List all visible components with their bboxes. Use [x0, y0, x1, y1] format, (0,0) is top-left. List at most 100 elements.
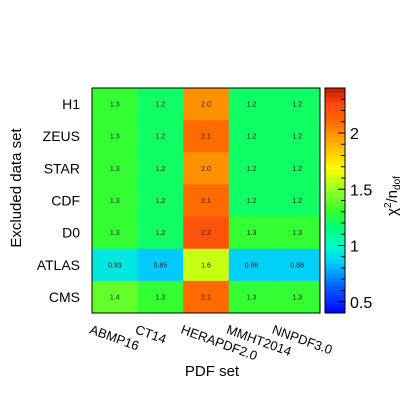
cell-value-label: 1.6: [201, 262, 211, 269]
cell-value-label: 1.2: [292, 102, 302, 109]
y-tick-label: STAR: [44, 160, 80, 176]
colorbar-segment: [325, 209, 345, 215]
colorbar-segment: [325, 187, 345, 192]
y-tick-labels: H1 ZEUS STAR CDF D0 ATLAS CMS: [37, 96, 81, 305]
colorbar-segment: [325, 169, 345, 174]
heatmap-cell: [274, 248, 321, 282]
cell-value-label: 1.3: [110, 166, 120, 173]
colorbar-segment: [325, 191, 345, 197]
heatmap-cell: [228, 184, 275, 218]
heatmap-cell: [183, 280, 230, 314]
y-tick-label: CDF: [51, 193, 80, 209]
heatmap-cell: [228, 248, 275, 282]
heatmap-cell: [92, 152, 139, 185]
heatmap-cell: [137, 184, 184, 218]
y-axis-label: Excluded data set: [8, 128, 25, 248]
colorbar-segment: [325, 196, 345, 201]
colorbar-segment: [325, 164, 345, 170]
colorbar-segment: [325, 281, 345, 287]
colorbar-segment: [325, 214, 345, 219]
cell-value-label: 2.1: [201, 294, 211, 301]
heatmap-cell: [92, 184, 139, 218]
heatmap-cell: [137, 152, 184, 185]
heatmap-cell: [274, 184, 321, 218]
colorbar-segment: [325, 92, 345, 98]
cell-value-label: 1.4: [110, 294, 120, 301]
cell-value-label: 1.2: [156, 166, 166, 173]
colorbar-segment: [325, 173, 345, 179]
heatmap-cell: [183, 152, 230, 185]
heatmap-cell: [274, 216, 321, 250]
cell-value-label: 1.2: [247, 134, 257, 141]
y-tick-label: ZEUS: [43, 128, 80, 144]
colorbar-segment: [325, 241, 345, 246]
cell-value-label: 1.2: [156, 134, 166, 141]
heatmap-cell: [228, 216, 275, 250]
heatmap-cell: [92, 120, 139, 153]
colorbar-segment: [325, 110, 345, 116]
z-label-subscript: dof: [392, 176, 403, 190]
heatmap-cell: [137, 280, 184, 314]
cell-value-label: 0.93: [108, 262, 122, 269]
colorbar-segment: [325, 268, 345, 273]
y-tick-label: ATLAS: [37, 257, 80, 273]
cell-value-label: 1.3: [110, 134, 120, 141]
heatmap-cell: [137, 248, 184, 282]
colorbar-segment: [325, 299, 345, 305]
colorbar-segment: [325, 250, 345, 255]
colorbar-segment: [325, 308, 345, 314]
heatmap-cell: [92, 248, 139, 282]
colorbar-segment: [325, 137, 345, 143]
cell-value-label: 1.3: [292, 294, 302, 301]
cell-value-label: 1.2: [156, 230, 166, 237]
x-axis-label: PDF set: [185, 363, 240, 380]
colorbar-segment: [325, 200, 345, 206]
cell-value-label: 1.2: [247, 166, 257, 173]
cell-value-label: 2.1: [201, 198, 211, 205]
colorbar-segment: [325, 88, 345, 93]
heatmap-cell: [274, 88, 321, 121]
colorbar-segment: [325, 304, 345, 309]
heatmap-cell: [228, 152, 275, 185]
cell-value-label: 1.2: [247, 198, 257, 205]
cell-value-label: 1.2: [292, 166, 302, 173]
colorbar-segment: [325, 227, 345, 233]
colorbar-segment: [325, 245, 345, 251]
heatmap-cell: [92, 280, 139, 314]
colorbar-segment: [325, 254, 345, 260]
cell-value-label: 0.86: [290, 262, 304, 269]
colorbar-segment: [325, 259, 345, 264]
colorbar-axis-label: χ2/ndof: [383, 176, 403, 216]
colorbar-segment: [325, 236, 345, 242]
cell-value-label: 1.3: [110, 230, 120, 237]
z-label-superscript: 2: [383, 202, 394, 208]
heatmap-cell: [183, 120, 230, 153]
heatmap-cell: [92, 88, 139, 121]
colorbar-segment: [325, 115, 345, 120]
cell-value-label: 1.2: [292, 198, 302, 205]
y-tick-label: H1: [62, 96, 80, 112]
y-tick-label: D0: [62, 225, 80, 241]
z-label-mid: /n: [384, 190, 401, 203]
heatmap-cell: [137, 120, 184, 153]
heatmap-cell: [183, 88, 230, 121]
heatmap-cell: [183, 216, 230, 250]
colorbar-segment: [325, 295, 345, 300]
cell-value-label: 1.2: [156, 102, 166, 109]
heatmap-cell-labels: 1.3 1.2 2.0 1.2 1.2 1.3 1.2 2.1 1.2 1.2 1.3 1.2 2.0 1…: [108, 102, 304, 302]
plot-frame: [91, 87, 321, 314]
z-label-main: χ: [384, 208, 401, 216]
cell-value-label: 1.3: [247, 294, 257, 301]
colorbar: [324, 87, 346, 314]
cell-value-label: 0.85: [154, 262, 168, 269]
heatmap-cell: [274, 280, 321, 314]
colorbar-tick-label: 1: [350, 239, 359, 256]
heatmap-cell: [137, 216, 184, 250]
cell-value-label: 1.2: [156, 198, 166, 205]
colorbar-segment: [325, 124, 345, 129]
colorbar-segment: [325, 101, 345, 107]
heatmap-cell: [92, 216, 139, 250]
colorbar-segment: [325, 182, 345, 188]
